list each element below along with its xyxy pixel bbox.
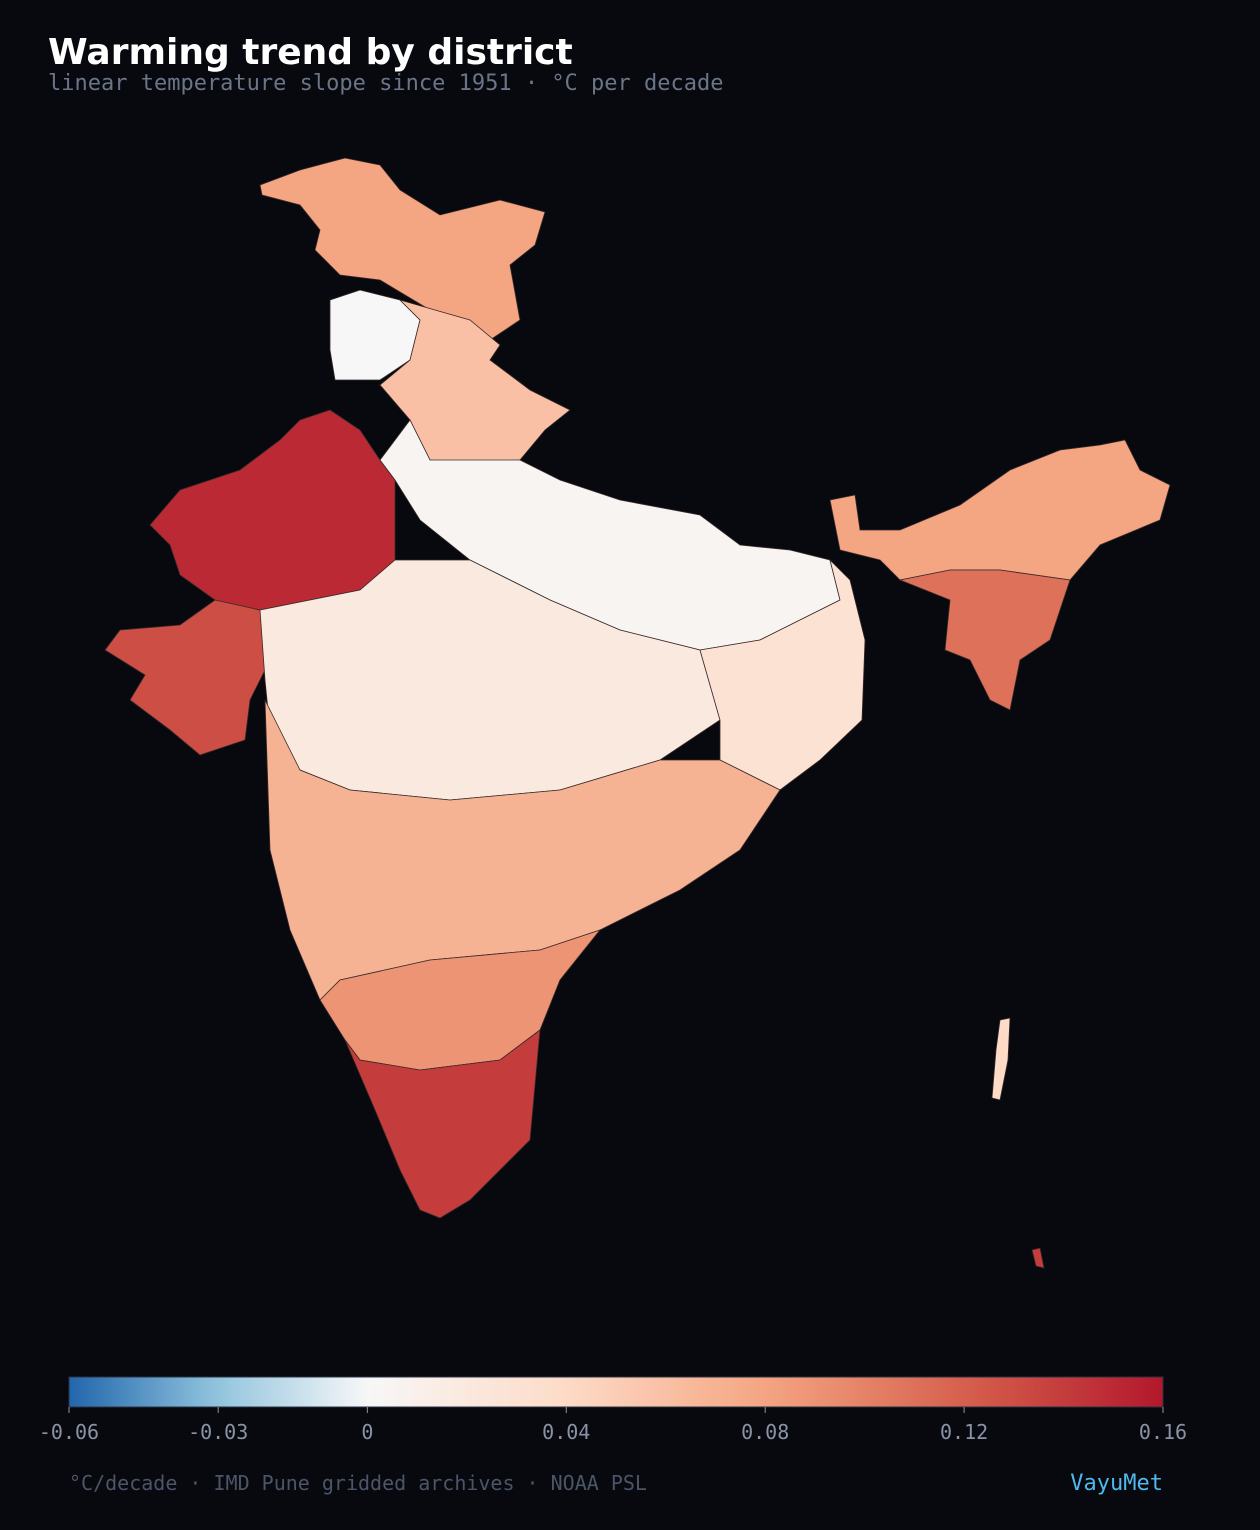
- district-region: [898, 569, 1071, 711]
- district-region: [344, 1029, 541, 1219]
- footer: °C/decade · IMD Pune gridded archives · …: [69, 1471, 647, 1495]
- tick-label: 0.12: [940, 1420, 988, 1444]
- district-region: [149, 409, 396, 611]
- district-region: [1031, 1247, 1045, 1269]
- colorbar: [68, 1376, 1164, 1408]
- tick-label: 0.08: [741, 1420, 789, 1444]
- title: Warming trend by district: [48, 32, 573, 73]
- tick-label: 0: [361, 1420, 373, 1444]
- tick-label: 0.16: [1139, 1420, 1187, 1444]
- district-region: [104, 599, 271, 756]
- tick-label: -0.06: [39, 1420, 99, 1444]
- district-region: [699, 558, 866, 791]
- brand: VayuMet: [1070, 1471, 1163, 1496]
- tick-label: -0.03: [188, 1420, 248, 1444]
- district-region: [259, 157, 546, 341]
- district-region: [264, 699, 781, 1001]
- map: [104, 157, 1171, 1269]
- district-region: [829, 439, 1171, 581]
- tick-label: 0.04: [542, 1420, 590, 1444]
- subtitle: linear temperature slope since 1951 · °C…: [48, 71, 724, 96]
- district-region: [991, 1017, 1011, 1101]
- colorbar-ticks: -0.06 -0.03 0 0.04 0.08 0.12 0.16: [39, 1407, 1187, 1444]
